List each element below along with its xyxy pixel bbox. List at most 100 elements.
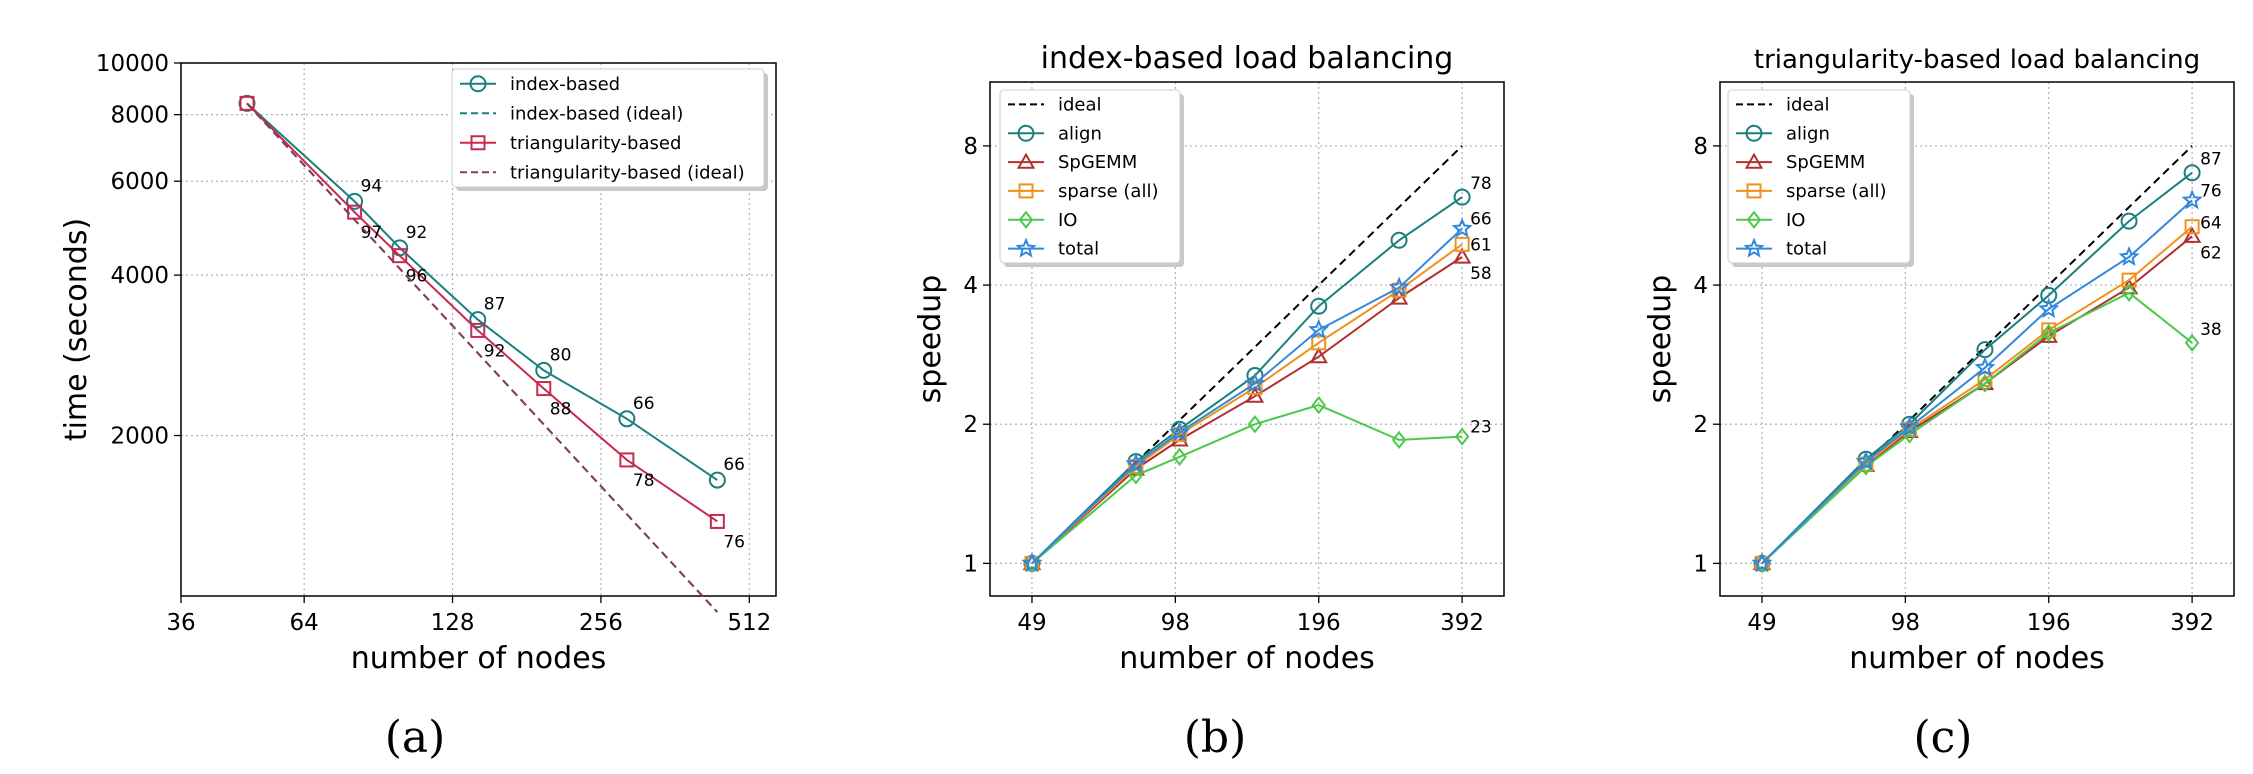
data-point <box>536 381 552 397</box>
y-tick-label: 2 <box>1693 412 1708 438</box>
data-label: 87 <box>484 295 506 315</box>
legend-label: align <box>1786 123 1830 144</box>
plot-frame <box>180 62 777 597</box>
x-axis-label: number of nodes <box>1119 641 1375 676</box>
data-point <box>535 361 553 379</box>
data-point <box>1310 297 1328 315</box>
x-axis-label: number of nodes <box>1849 641 2105 676</box>
y-tick-label: 2 <box>963 412 978 438</box>
data-point <box>1977 374 1993 393</box>
data-point <box>2183 164 2201 182</box>
legend-box <box>999 89 1181 264</box>
legend-marker <box>1018 210 1034 229</box>
legend-label: align <box>1058 123 1102 144</box>
data-label: 88 <box>550 400 572 420</box>
data-point <box>1309 347 1328 364</box>
legend-marker <box>1744 152 1764 169</box>
chart-title: triangularity-based load balancing <box>1754 45 2200 75</box>
legend-label: ideal <box>1786 94 1830 115</box>
data-point <box>1452 247 1472 264</box>
data-point <box>1453 188 1471 206</box>
x-tick-label: 512 <box>727 610 771 636</box>
data-point <box>1247 415 1263 434</box>
data-point <box>709 513 725 529</box>
data-point <box>1244 372 1266 393</box>
legend-marker <box>1018 183 1034 199</box>
caption-b: (b) <box>1184 712 1247 763</box>
chart-title: index-based load balancing <box>1041 41 1454 76</box>
legend-marker <box>1743 237 1765 258</box>
y-tick-label: 4 <box>963 273 978 299</box>
x-tick-label: 128 <box>431 610 475 636</box>
data-point <box>2184 333 2200 352</box>
data-label: 66 <box>723 455 745 475</box>
data-point <box>2120 212 2138 230</box>
data-label: 66 <box>1470 210 1492 230</box>
legend-label: triangularity-based (ideal) <box>510 162 745 183</box>
y-tick-label: 10000 <box>96 51 169 77</box>
x-tick-label: 196 <box>2027 610 2071 636</box>
data-point <box>346 192 364 210</box>
legend-marker <box>1746 183 1762 199</box>
data-label: 38 <box>2200 320 2222 340</box>
legend-label: ideal <box>1058 94 1102 115</box>
plot-frame <box>1719 81 2235 597</box>
series-total: 76 <box>1751 181 2222 573</box>
legend-label: IO <box>1058 210 1077 231</box>
data-point <box>1451 217 1473 238</box>
y-tick-label: 8 <box>963 134 978 160</box>
data-point <box>1388 276 1410 297</box>
data-point <box>2182 226 2202 243</box>
series-line <box>246 102 719 613</box>
legend-label: triangularity-based <box>510 133 681 154</box>
data-point <box>1125 452 1147 473</box>
legend-label: sparse (all) <box>1058 181 1159 202</box>
data-label: 58 <box>1470 264 1492 284</box>
data-label: 78 <box>633 471 655 491</box>
legend-box <box>1727 89 1911 264</box>
legend-label: SpGEMM <box>1058 152 1137 173</box>
data-point <box>2121 283 2137 302</box>
data-label: 64 <box>2200 214 2222 234</box>
data-point <box>239 95 255 111</box>
series-line <box>1761 225 2193 565</box>
x-tick-label: 49 <box>1747 610 1776 636</box>
data-point <box>2041 323 2057 343</box>
data-point <box>2184 219 2200 235</box>
data-point <box>1454 236 1470 252</box>
y-tick-label: 2000 <box>110 424 169 450</box>
legend-label: index-based <box>510 74 620 95</box>
legend-box <box>451 68 765 188</box>
series-triangularity-based: 97 96 92 88 78 76 <box>239 95 745 552</box>
series-line <box>1031 145 1463 565</box>
caption-c: (c) <box>1914 712 1973 763</box>
x-tick-label: 98 <box>1161 610 1190 636</box>
y-axis-label: speedup <box>913 275 948 404</box>
data-point <box>1172 447 1187 466</box>
series-line <box>1031 227 1463 565</box>
legend-marker <box>470 135 486 151</box>
y-axis-label: speedup <box>1643 275 1678 404</box>
data-point <box>1245 386 1265 403</box>
legend-marker <box>469 75 487 93</box>
data-point <box>708 471 726 489</box>
series-line <box>246 102 718 523</box>
series-line <box>1031 404 1463 565</box>
y-tick-label: 1 <box>963 551 978 577</box>
x-tick-label: 392 <box>2170 610 2214 636</box>
chart-panel-a: 36 64 128 256 512 2000 4000 6000 8000 10000 number… <box>59 51 777 676</box>
series-ideal <box>1031 145 1463 565</box>
y-tick-label: 4 <box>1693 273 1708 299</box>
data-point <box>469 311 487 329</box>
series-total: 66 <box>1021 210 1492 573</box>
chart-panel-c: 49 98 196 392 1 2 4 8 number of nodes speedup tria… <box>1643 45 2235 676</box>
series-line <box>246 102 718 481</box>
legend: ideal align SpGEMM sparse (all) IO total <box>999 89 1184 267</box>
data-point <box>1311 335 1327 351</box>
legend: index-based index-based (ideal) triangular… <box>451 68 768 191</box>
plot-frame <box>989 81 1505 597</box>
data-point <box>2181 189 2203 210</box>
data-label: 94 <box>361 176 383 196</box>
data-point <box>1974 356 1996 377</box>
